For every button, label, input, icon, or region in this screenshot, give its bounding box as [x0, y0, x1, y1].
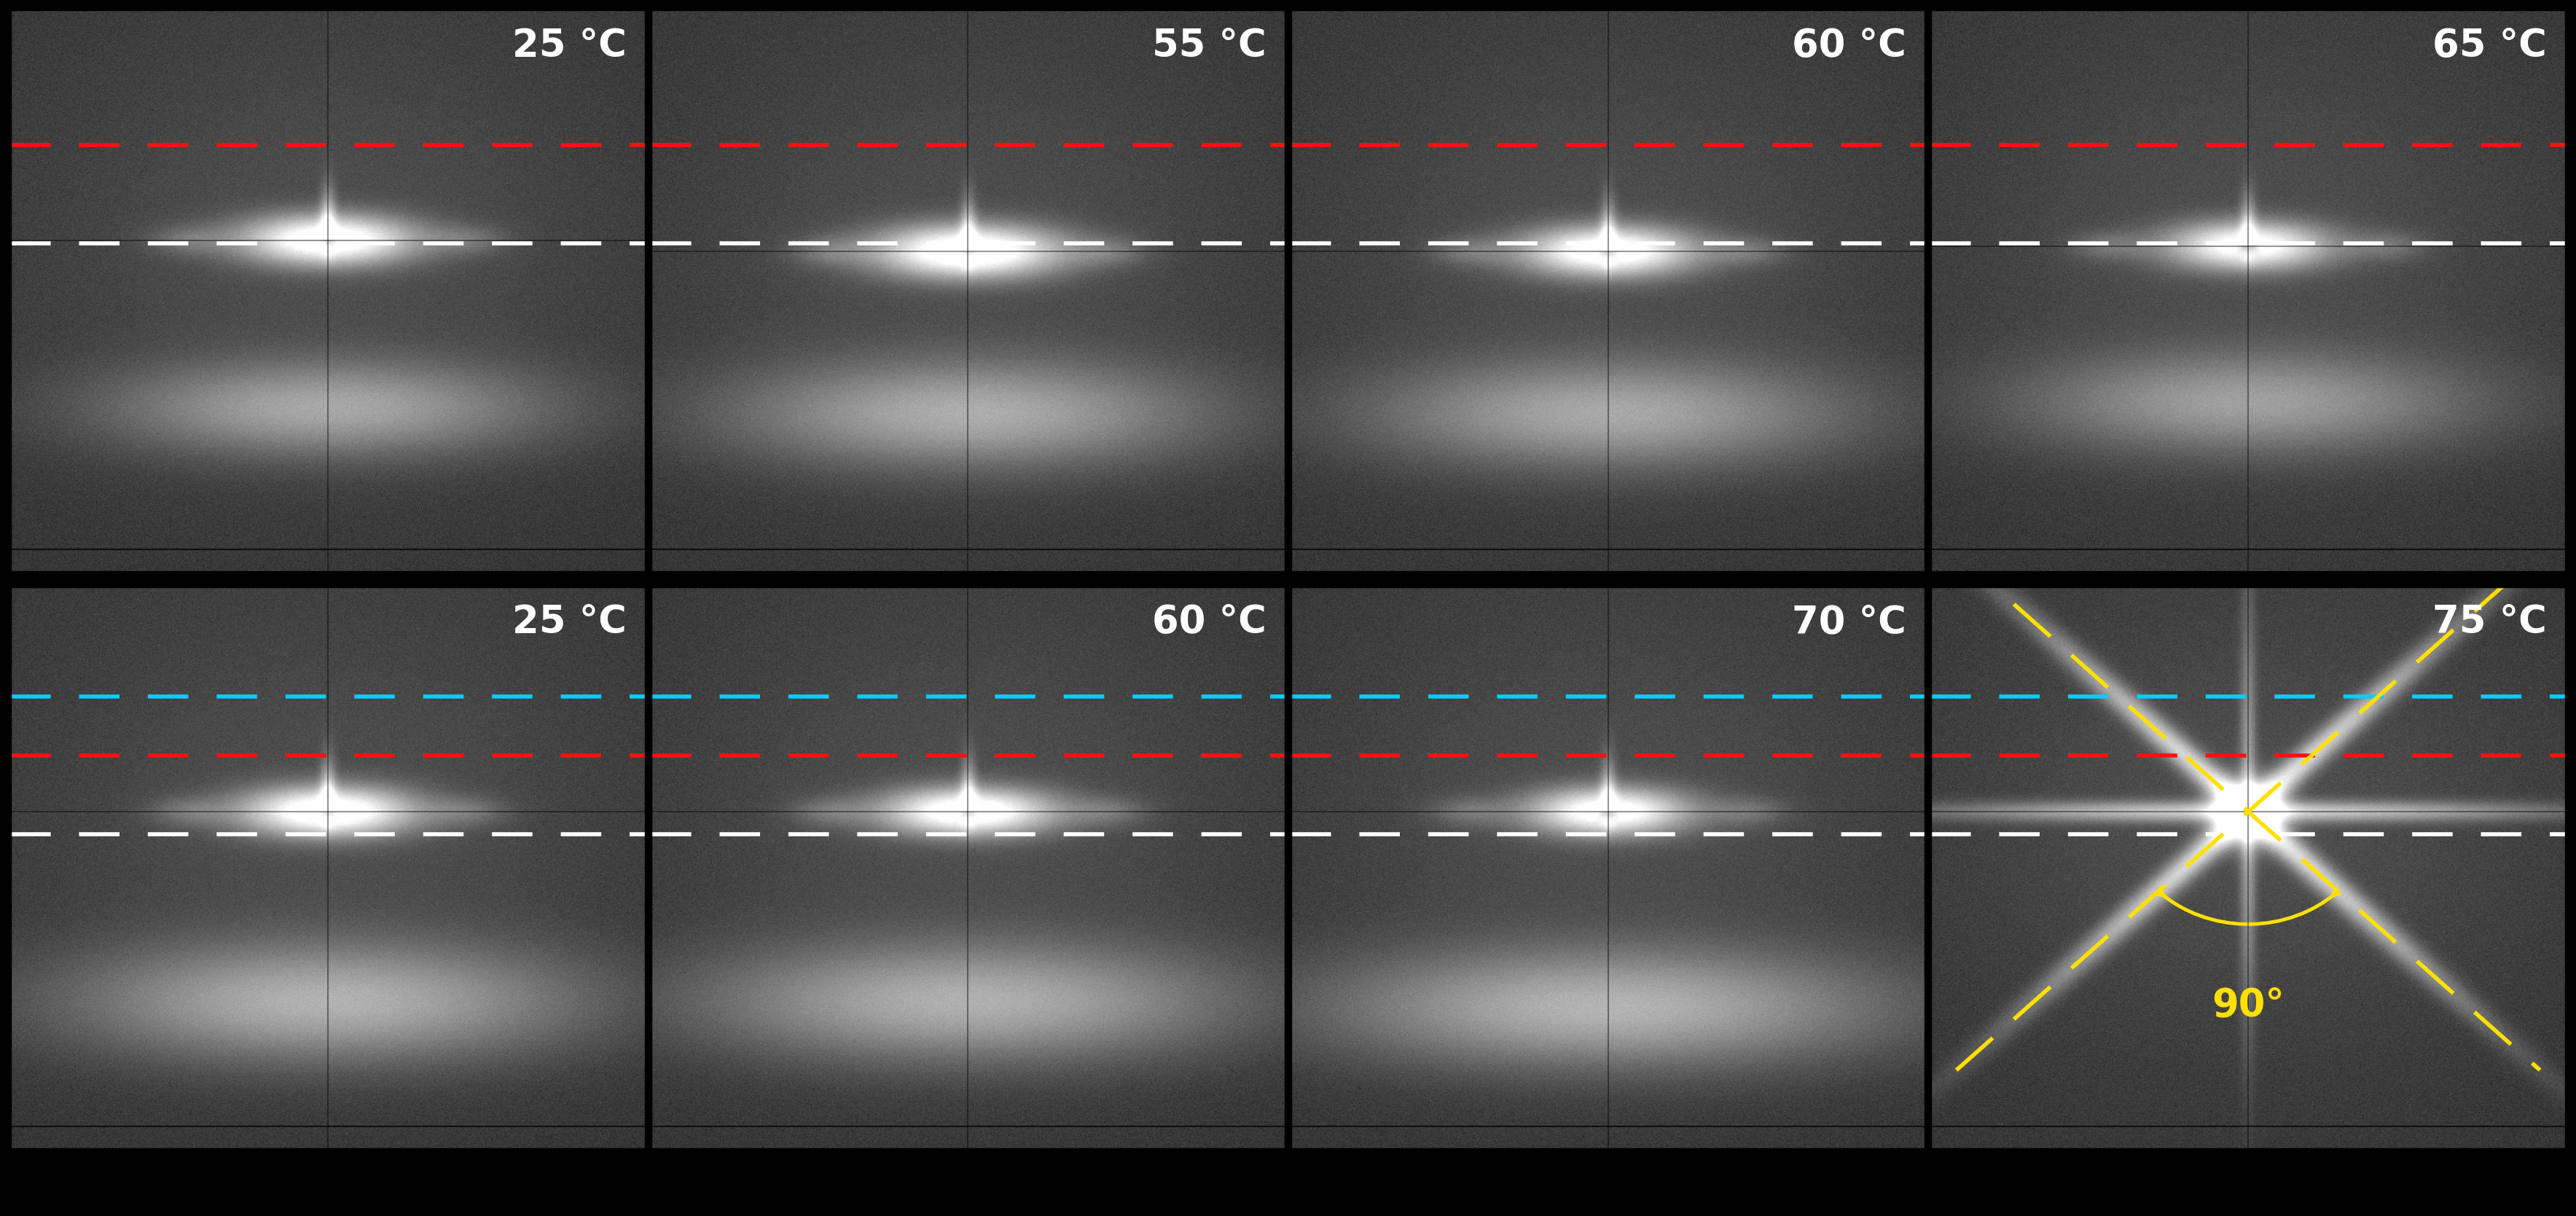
Text: 60 °C: 60 °C [1151, 603, 1267, 642]
Text: 90°: 90° [2213, 986, 2285, 1024]
Text: 25 °C: 25 °C [513, 27, 626, 64]
Text: 70 °C: 70 °C [1793, 603, 1906, 642]
Text: 55 °C: 55 °C [1151, 27, 1267, 64]
Text: 75 °C: 75 °C [2432, 603, 2548, 642]
Text: 65 °C: 65 °C [2432, 27, 2548, 64]
Text: 25 °C: 25 °C [513, 603, 626, 642]
Text: 60 °C: 60 °C [1793, 27, 1906, 64]
